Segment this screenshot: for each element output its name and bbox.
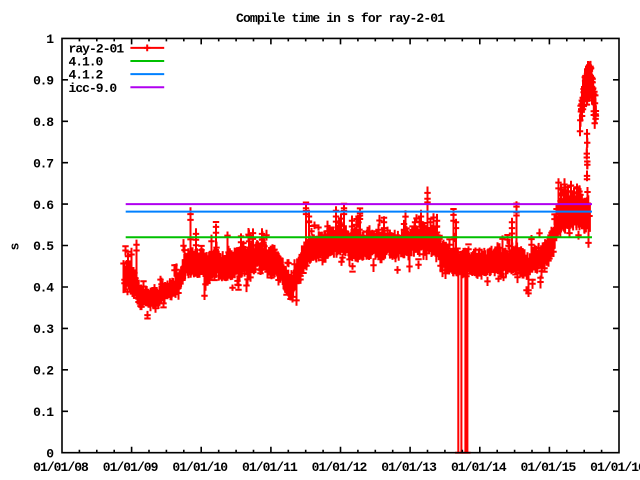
svg-text:01/01/10: 01/01/10 [172, 460, 228, 475]
svg-text:4.1.2: 4.1.2 [69, 68, 104, 83]
svg-text:0: 0 [46, 446, 54, 461]
svg-text:01/01/16: 01/01/16 [590, 460, 640, 475]
svg-text:1: 1 [46, 32, 54, 47]
svg-text:0.5: 0.5 [33, 239, 54, 254]
svg-text:01/01/11: 01/01/11 [242, 460, 298, 475]
svg-text:0.6: 0.6 [33, 198, 54, 213]
svg-text:s: s [8, 242, 23, 250]
svg-text:0.4: 0.4 [33, 281, 54, 296]
svg-text:01/01/13: 01/01/13 [381, 460, 437, 475]
svg-text:0.7: 0.7 [33, 156, 54, 171]
svg-text:icc-9.0: icc-9.0 [69, 81, 118, 96]
svg-text:01/01/12: 01/01/12 [312, 460, 368, 475]
svg-text:4.1.0: 4.1.0 [69, 55, 104, 70]
svg-text:01/01/14: 01/01/14 [451, 460, 507, 475]
svg-text:01/01/09: 01/01/09 [103, 460, 159, 475]
svg-text:0.1: 0.1 [33, 405, 54, 420]
svg-text:01/01/08: 01/01/08 [33, 460, 89, 475]
svg-text:Compile time in s for ray-2-01: Compile time in s for ray-2-01 [236, 11, 445, 26]
svg-text:0.8: 0.8 [33, 115, 54, 130]
svg-text:0.3: 0.3 [33, 322, 54, 337]
svg-text:0.2: 0.2 [33, 364, 54, 379]
svg-text:01/01/15: 01/01/15 [521, 460, 577, 475]
svg-text:0.9: 0.9 [33, 74, 54, 89]
svg-text:ray-2-01: ray-2-01 [69, 42, 125, 57]
